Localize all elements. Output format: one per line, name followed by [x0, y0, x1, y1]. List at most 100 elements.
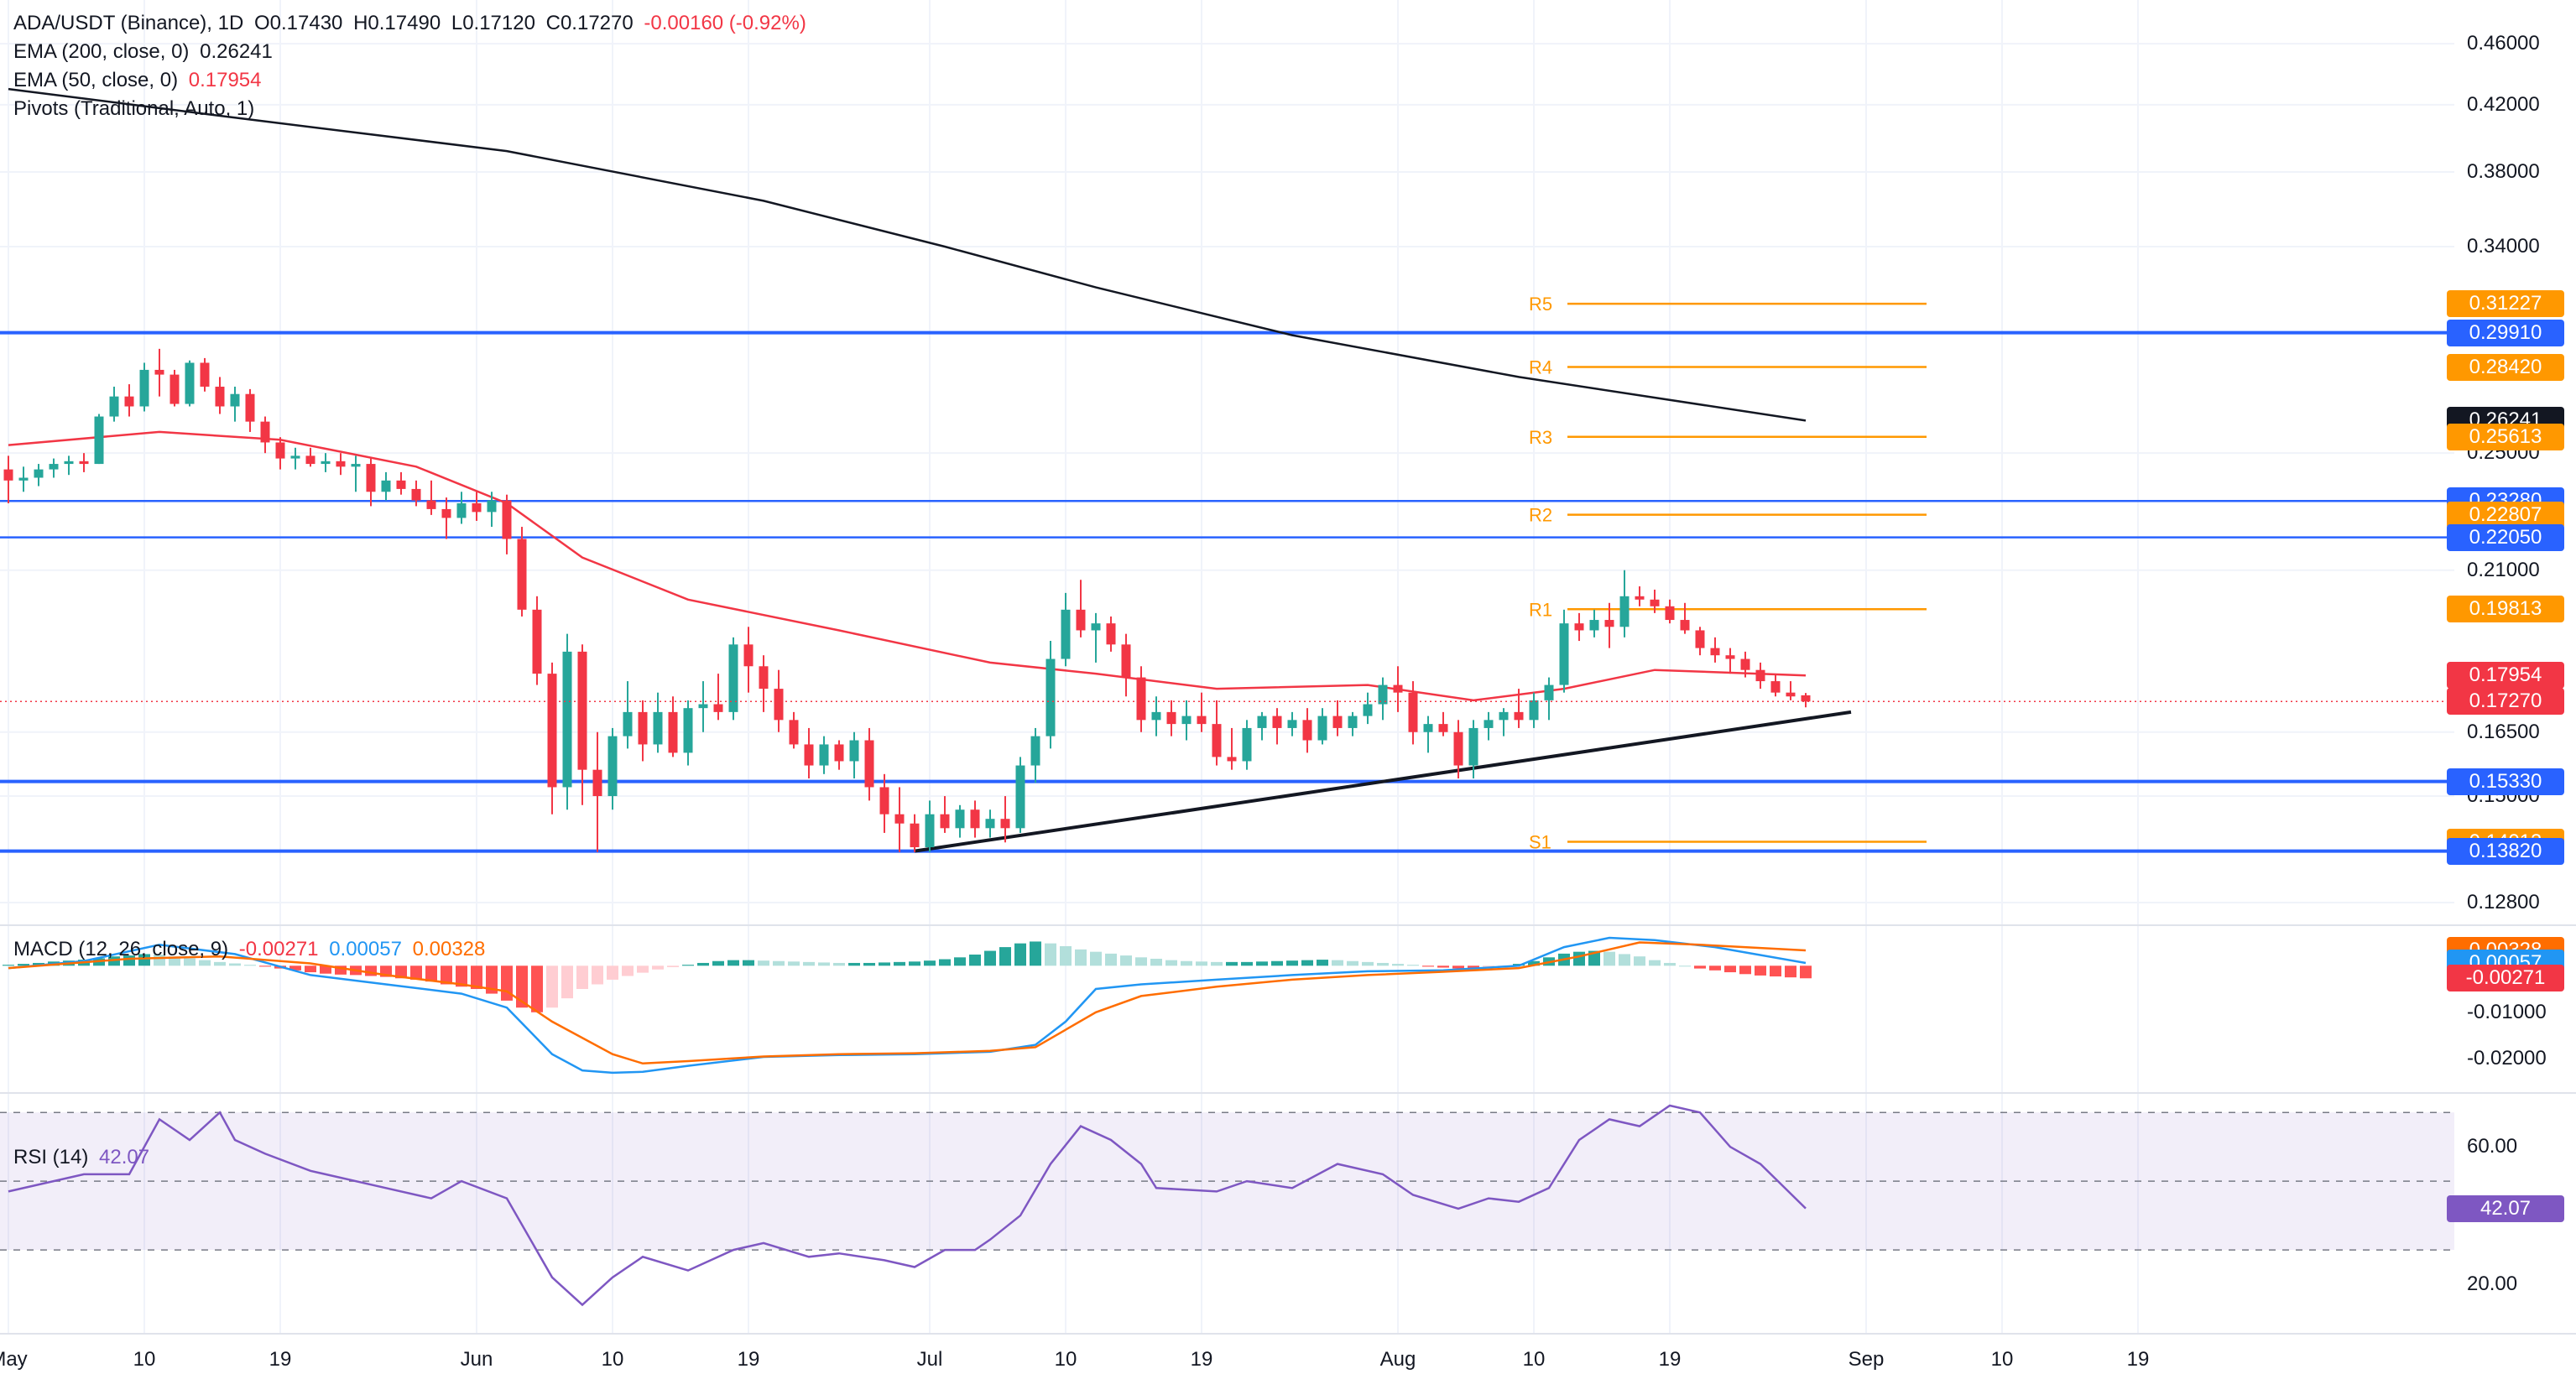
macd-histogram-bar	[1271, 960, 1283, 966]
macd-histogram-bar	[607, 965, 618, 980]
rsi-tag: 42.07	[2447, 1194, 2564, 1222]
ohlc-close: C0.17270	[545, 12, 634, 34]
candle-up	[1589, 620, 1599, 631]
macd-histogram-bar	[1649, 960, 1661, 966]
macd-histogram-bar	[863, 962, 875, 966]
macd-histogram-bar	[1226, 961, 1238, 966]
candle-down	[774, 689, 784, 721]
time-axis-label: Sep	[1848, 1348, 1885, 1371]
macd-histogram-bar	[1770, 965, 1781, 977]
macd-histogram-bar	[1573, 951, 1585, 966]
candle-down	[547, 674, 557, 788]
macd-histogram-bar	[969, 954, 981, 966]
symbol-label[interactable]: ADA/USDT (Binance), 1D	[13, 12, 244, 34]
macd-histogram-bar	[365, 965, 377, 976]
price-axis-label: 0.21000	[2467, 558, 2540, 581]
rsi-pane	[8, 1104, 1807, 1307]
candle-down	[1755, 669, 1765, 682]
pivot-label: R4	[1529, 357, 1552, 378]
candle-down	[1680, 620, 1690, 631]
macd-histogram-bar	[1392, 964, 1404, 966]
macd-histogram-bar	[229, 963, 241, 966]
candle-down	[366, 464, 376, 492]
candle-down	[1604, 620, 1614, 627]
macd-histogram-bar	[833, 962, 845, 966]
candle-down	[472, 502, 482, 513]
candle-down	[1710, 648, 1720, 656]
ema50-legend[interactable]: EMA (50, close, 0) 0.17954	[13, 69, 267, 92]
price-tag: 0.28420	[2447, 353, 2564, 381]
ohlc-change: -0.00160 (-0.92%)	[644, 12, 806, 34]
candle-up	[109, 396, 119, 417]
macd-histogram-bar	[939, 959, 951, 966]
candle-down	[713, 704, 723, 712]
candle-down	[169, 374, 180, 404]
candle-up	[955, 809, 965, 829]
macd-histogram-bar	[1286, 960, 1298, 966]
candle-down	[834, 744, 844, 762]
time-axis-label: 10	[601, 1348, 624, 1371]
macd-histogram-bar	[803, 961, 815, 966]
macd-histogram-bar	[1105, 953, 1117, 966]
price-axis-label: 0.34000	[2467, 235, 2540, 258]
candle-up	[1151, 711, 1161, 721]
candle-up	[819, 744, 829, 766]
price-tag: 0.15330	[2447, 768, 2564, 795]
rsi-legend[interactable]: RSI (14) 42.07	[13, 1146, 154, 1169]
candle-up	[607, 736, 618, 797]
candle-up	[623, 711, 633, 736]
macd-histogram-bar	[1181, 960, 1192, 966]
macd-histogram-bar	[1785, 965, 1796, 978]
macd-histogram-bar	[169, 956, 180, 966]
candle-up	[94, 416, 104, 465]
macd-histogram-bar	[1739, 965, 1751, 975]
pivot-label: R2	[1529, 505, 1552, 526]
price-axis-label: 0.46000	[2467, 32, 2540, 55]
candle-down	[1332, 716, 1343, 728]
pivot-levels: R5 R4 R3 R2 R1 S1	[1529, 294, 1927, 853]
macd-histogram-bar	[1196, 961, 1207, 966]
candle-down	[79, 461, 89, 465]
macd-histogram-bar	[1603, 951, 1615, 966]
candle-up	[1046, 658, 1056, 736]
candles[interactable]	[3, 348, 1811, 852]
macd-histogram-bar	[1679, 965, 1691, 967]
ema50-label: EMA (50, close, 0)	[13, 69, 179, 91]
macd-histogram-bar	[1150, 958, 1162, 966]
macd-legend[interactable]: MACD (12, 26, close, 9) -0.00271 0.00057…	[13, 938, 490, 961]
ohlc-open: O0.17430	[253, 12, 343, 34]
macd-histogram-bar	[486, 965, 498, 994]
macd-histogram-bar	[788, 961, 800, 966]
grid	[0, 0, 2454, 1334]
macd-histogram-bar	[1422, 965, 1434, 967]
candle-up	[1529, 700, 1539, 721]
macd-histogram-bar	[1317, 960, 1328, 966]
macd-histogram-bar	[441, 965, 452, 985]
candle-down	[910, 823, 920, 848]
macd-histogram-bar	[1301, 960, 1313, 966]
trendline[interactable]	[914, 710, 1852, 853]
ema200-legend[interactable]: EMA (200, close, 0) 0.26241	[13, 40, 278, 64]
candle-down	[441, 508, 451, 518]
price-tag: 0.17954	[2447, 662, 2564, 690]
macd-histogram-bar	[1075, 949, 1087, 966]
candle-down	[1453, 731, 1463, 766]
time-axis-label: 10	[133, 1348, 156, 1371]
candle-up	[1348, 716, 1358, 728]
candle-down	[502, 500, 512, 539]
ohlc-low: L0.17120	[451, 12, 535, 34]
candle-down	[260, 421, 270, 443]
candle-down	[200, 362, 210, 387]
pivots-legend[interactable]: Pivots (Traditional, Auto, 1)	[13, 97, 259, 121]
macd-axis-label: -0.02000	[2467, 1047, 2547, 1070]
candle-up	[1544, 684, 1554, 700]
rsi-band	[0, 1111, 2454, 1251]
candle-up	[1287, 720, 1297, 728]
macd-histogram-bar	[1241, 961, 1253, 966]
time-axis-label: 19	[1658, 1348, 1682, 1371]
macd-histogram-bar	[425, 965, 437, 982]
horizontal-levels[interactable]	[0, 330, 2454, 853]
time-axis-label: Aug	[1379, 1348, 1416, 1371]
candle-up	[290, 455, 300, 459]
